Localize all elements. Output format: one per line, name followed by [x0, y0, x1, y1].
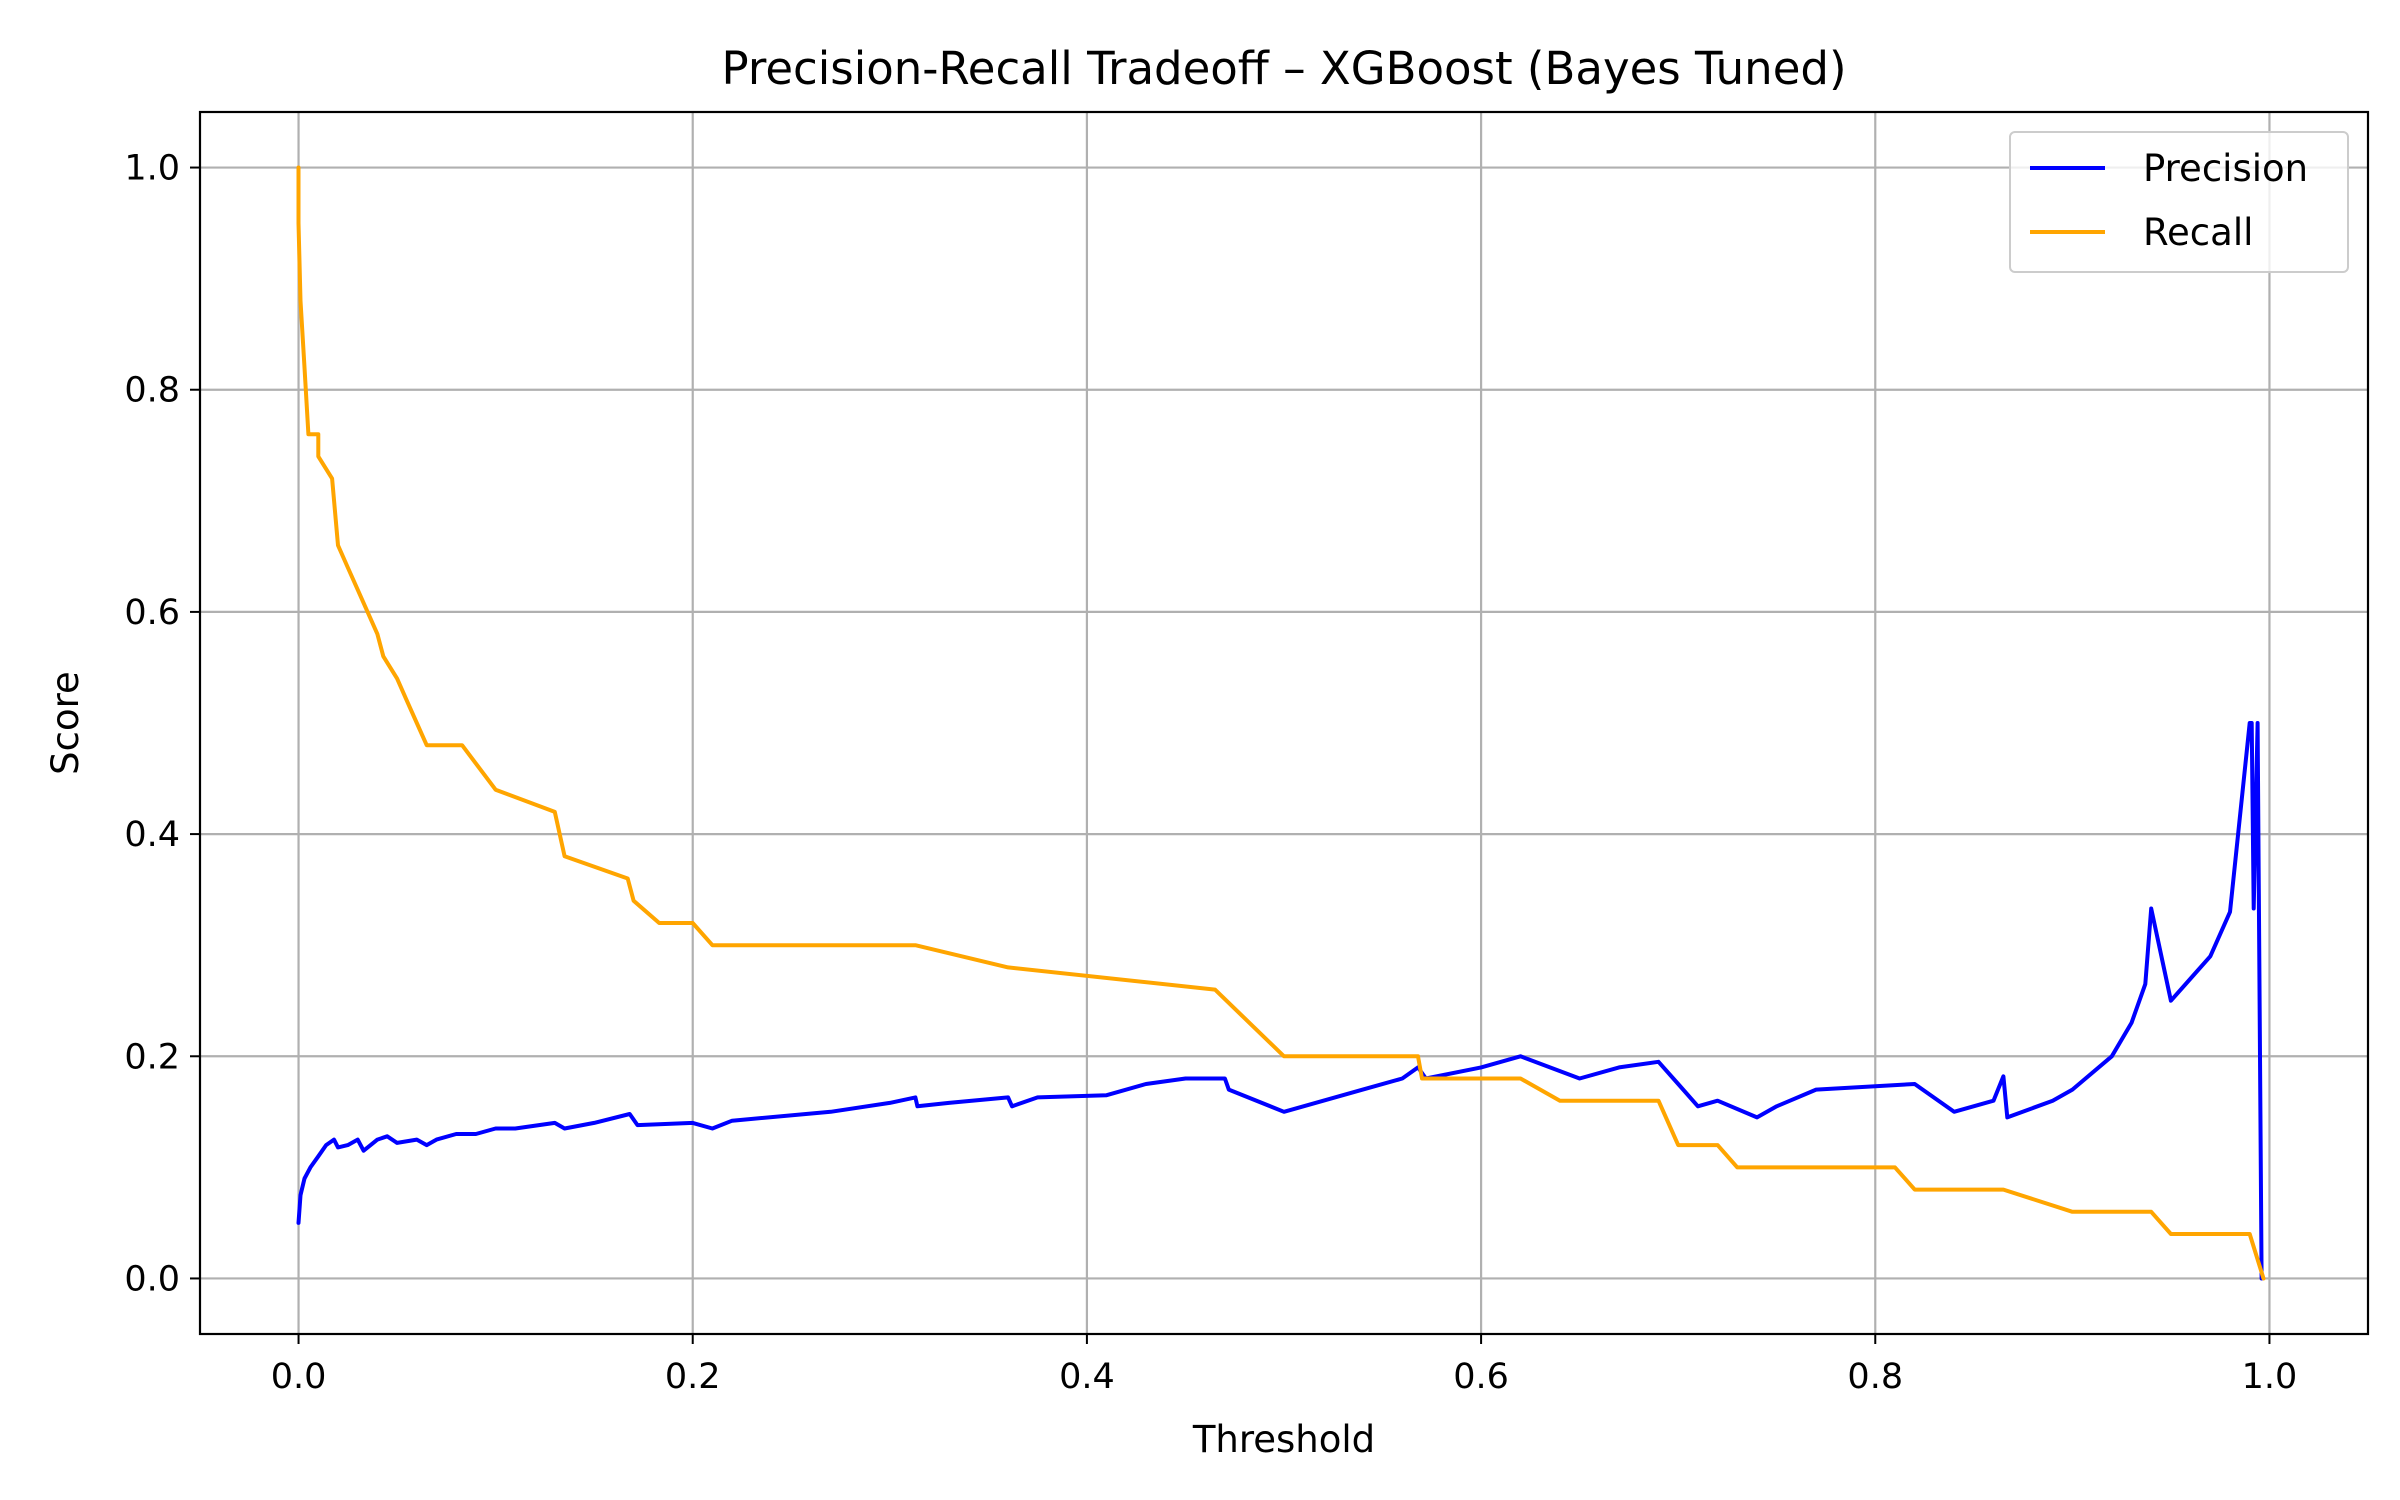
y-axis-label: Score [44, 671, 87, 775]
x-tick-label: 0.2 [665, 1357, 721, 1397]
x-tick-label: 0.4 [1059, 1357, 1115, 1397]
x-tick-label: 0.0 [271, 1357, 327, 1397]
y-tick-label: 1.0 [124, 149, 180, 189]
y-tick-label: 0.8 [124, 371, 180, 411]
series-lines [296, 165, 2266, 1281]
x-tick-label: 1.0 [2242, 1357, 2298, 1397]
chart-title: Precision-Recall Tradeoff – XGBoost (Bay… [721, 42, 1846, 95]
series-line-precision [296, 721, 2264, 1281]
x-tick-label: 0.6 [1453, 1357, 1509, 1397]
x-tick-label: 0.8 [1847, 1357, 1903, 1397]
legend: Precision Recall [2009, 131, 2349, 273]
y-tick-label: 0.6 [124, 593, 180, 633]
axis-ticks: 0.0 0.2 0.4 0.6 0.8 1.0 0.0 0.2 0.4 0.6 0.8 1.0 [124, 149, 2297, 1397]
x-axis-label: Threshold [1192, 1418, 1375, 1461]
y-tick-label: 0.2 [124, 1037, 180, 1077]
legend-label-precision: Precision [2143, 147, 2308, 190]
series-line-recall [296, 165, 2266, 1281]
y-tick-label: 0.4 [124, 815, 180, 855]
plot-frame [198, 110, 2370, 1336]
legend-label-recall: Recall [2143, 211, 2253, 254]
y-tick-label: 0.0 [124, 1259, 180, 1299]
